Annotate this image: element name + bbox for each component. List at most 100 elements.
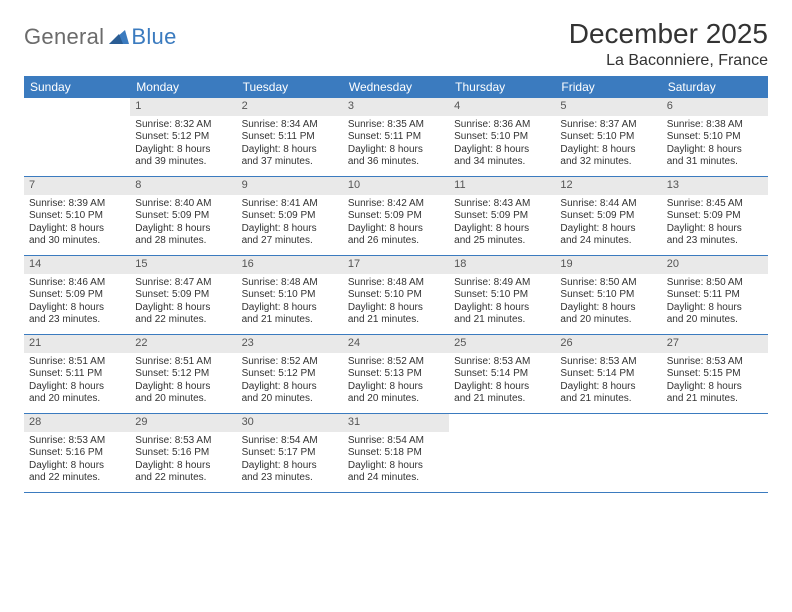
day-info-line: Daylight: 8 hours [242, 381, 338, 394]
day-info-line: Sunrise: 8:37 AM [560, 119, 656, 132]
day-cell: 31Sunrise: 8:54 AMSunset: 5:18 PMDayligh… [343, 414, 449, 492]
day-info-line: Sunrise: 8:35 AM [348, 119, 444, 132]
day-info-line: and 22 minutes. [29, 472, 125, 485]
day-info-line: Sunrise: 8:42 AM [348, 198, 444, 211]
day-number: 5 [555, 98, 661, 116]
day-cell: 8Sunrise: 8:40 AMSunset: 5:09 PMDaylight… [130, 177, 236, 255]
day-info-line: Sunrise: 8:51 AM [29, 356, 125, 369]
day-info-line: Sunrise: 8:53 AM [667, 356, 763, 369]
day-info-line: Sunset: 5:10 PM [560, 131, 656, 144]
logo-mark-icon [109, 28, 129, 49]
day-info-line: Sunset: 5:16 PM [29, 447, 125, 460]
day-cell: 22Sunrise: 8:51 AMSunset: 5:12 PMDayligh… [130, 335, 236, 413]
day-info-line: Sunrise: 8:53 AM [454, 356, 550, 369]
weekday-header-row: Sunday Monday Tuesday Wednesday Thursday… [24, 76, 768, 98]
day-info-line: Daylight: 8 hours [560, 381, 656, 394]
day-info-line: Daylight: 8 hours [348, 460, 444, 473]
day-info-line: and 21 minutes. [454, 314, 550, 327]
day-number: 23 [237, 335, 343, 353]
day-info-line: Daylight: 8 hours [348, 302, 444, 315]
weekday-header: Wednesday [343, 76, 449, 98]
day-info-line: Daylight: 8 hours [135, 460, 231, 473]
day-info-line: Daylight: 8 hours [348, 381, 444, 394]
day-info-line: Sunset: 5:10 PM [454, 131, 550, 144]
day-info-line: Sunset: 5:17 PM [242, 447, 338, 460]
day-number: 27 [662, 335, 768, 353]
logo: General Blue [24, 18, 177, 50]
day-cell: 27Sunrise: 8:53 AMSunset: 5:15 PMDayligh… [662, 335, 768, 413]
day-info-line: Sunset: 5:18 PM [348, 447, 444, 460]
day-info-line: Sunrise: 8:49 AM [454, 277, 550, 290]
day-cell [662, 414, 768, 492]
day-cell [555, 414, 661, 492]
day-info-line: Daylight: 8 hours [667, 381, 763, 394]
week-row: 1Sunrise: 8:32 AMSunset: 5:12 PMDaylight… [24, 98, 768, 177]
day-number: 22 [130, 335, 236, 353]
day-cell: 6Sunrise: 8:38 AMSunset: 5:10 PMDaylight… [662, 98, 768, 176]
day-info-line: and 24 minutes. [348, 472, 444, 485]
day-info-line: Daylight: 8 hours [348, 144, 444, 157]
day-info-line: Sunset: 5:12 PM [135, 368, 231, 381]
day-info-line: Sunrise: 8:48 AM [348, 277, 444, 290]
day-number: 3 [343, 98, 449, 116]
day-cell: 20Sunrise: 8:50 AMSunset: 5:11 PMDayligh… [662, 256, 768, 334]
day-number: 31 [343, 414, 449, 432]
day-info-line: Sunrise: 8:32 AM [135, 119, 231, 132]
day-info-line: Sunrise: 8:54 AM [242, 435, 338, 448]
day-number: 29 [130, 414, 236, 432]
calendar: Sunday Monday Tuesday Wednesday Thursday… [24, 76, 768, 493]
day-info-line: Sunset: 5:10 PM [348, 289, 444, 302]
day-number: 19 [555, 256, 661, 274]
day-info-line: Daylight: 8 hours [29, 460, 125, 473]
day-number: 10 [343, 177, 449, 195]
day-cell: 26Sunrise: 8:53 AMSunset: 5:14 PMDayligh… [555, 335, 661, 413]
day-info-line: Sunset: 5:09 PM [560, 210, 656, 223]
day-info-line: and 21 minutes. [560, 393, 656, 406]
day-info-line: and 20 minutes. [667, 314, 763, 327]
logo-text-blue: Blue [131, 24, 176, 50]
day-info-line: Daylight: 8 hours [454, 223, 550, 236]
day-info-line: Sunset: 5:09 PM [135, 210, 231, 223]
week-row: 14Sunrise: 8:46 AMSunset: 5:09 PMDayligh… [24, 256, 768, 335]
weekday-header: Saturday [662, 76, 768, 98]
day-info-line: Sunset: 5:10 PM [560, 289, 656, 302]
day-info-line: Sunrise: 8:50 AM [560, 277, 656, 290]
page-title: December 2025 [569, 18, 768, 50]
day-info-line: and 39 minutes. [135, 156, 231, 169]
day-info-line: and 28 minutes. [135, 235, 231, 248]
day-info-line: Sunset: 5:10 PM [667, 131, 763, 144]
day-info-line: Daylight: 8 hours [667, 302, 763, 315]
day-info-line: Sunset: 5:09 PM [242, 210, 338, 223]
day-info-line: Daylight: 8 hours [29, 223, 125, 236]
day-info-line: Sunset: 5:11 PM [667, 289, 763, 302]
day-info-line: and 31 minutes. [667, 156, 763, 169]
day-info-line: Daylight: 8 hours [29, 381, 125, 394]
day-number: 16 [237, 256, 343, 274]
day-info-line: Sunset: 5:10 PM [242, 289, 338, 302]
day-info-line: Daylight: 8 hours [667, 144, 763, 157]
day-info-line: Sunrise: 8:52 AM [348, 356, 444, 369]
day-info-line: Sunset: 5:14 PM [454, 368, 550, 381]
day-info-line: and 36 minutes. [348, 156, 444, 169]
day-info-line: and 24 minutes. [560, 235, 656, 248]
day-info-line: and 20 minutes. [29, 393, 125, 406]
day-info-line: Daylight: 8 hours [135, 144, 231, 157]
week-row: 7Sunrise: 8:39 AMSunset: 5:10 PMDaylight… [24, 177, 768, 256]
day-cell: 18Sunrise: 8:49 AMSunset: 5:10 PMDayligh… [449, 256, 555, 334]
day-cell: 5Sunrise: 8:37 AMSunset: 5:10 PMDaylight… [555, 98, 661, 176]
day-info-line: Sunrise: 8:39 AM [29, 198, 125, 211]
day-info-line: Daylight: 8 hours [135, 223, 231, 236]
day-info-line: Sunrise: 8:53 AM [560, 356, 656, 369]
day-info-line: Daylight: 8 hours [560, 223, 656, 236]
day-number: 1 [130, 98, 236, 116]
day-number: 30 [237, 414, 343, 432]
day-info-line: Sunrise: 8:45 AM [667, 198, 763, 211]
day-info-line: Daylight: 8 hours [560, 302, 656, 315]
weekday-header: Monday [130, 76, 236, 98]
day-cell: 11Sunrise: 8:43 AMSunset: 5:09 PMDayligh… [449, 177, 555, 255]
day-number: 28 [24, 414, 130, 432]
day-number: 7 [24, 177, 130, 195]
day-info-line: Sunset: 5:09 PM [135, 289, 231, 302]
day-cell: 10Sunrise: 8:42 AMSunset: 5:09 PMDayligh… [343, 177, 449, 255]
day-info-line: Daylight: 8 hours [135, 381, 231, 394]
